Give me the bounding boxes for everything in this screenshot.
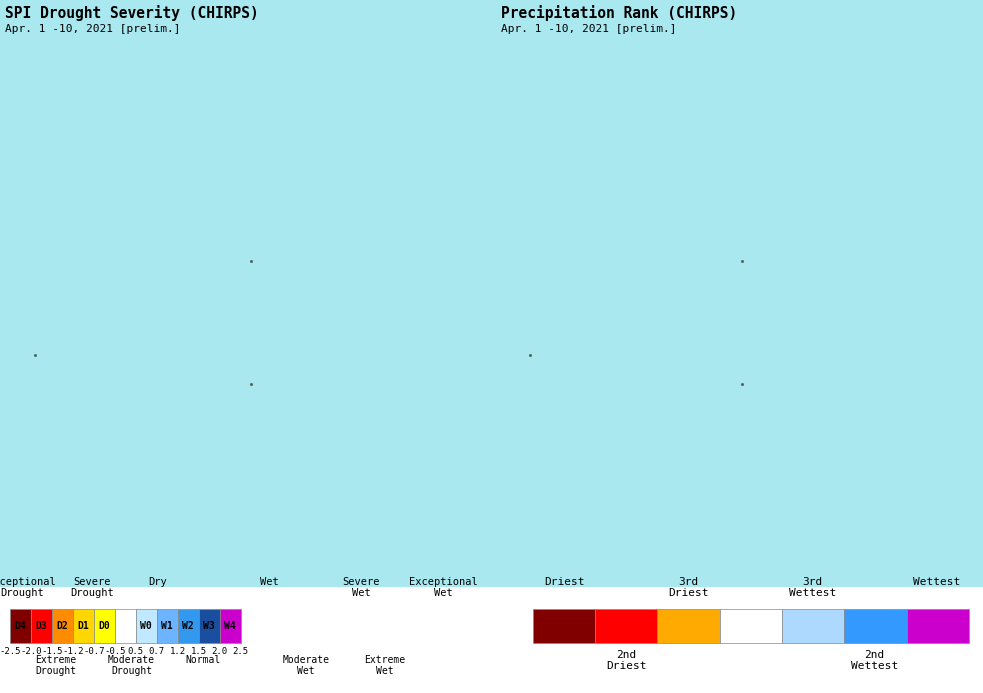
Bar bbox=[220, 609, 241, 642]
Bar bbox=[157, 609, 178, 642]
Bar bbox=[136, 609, 157, 642]
Text: Driest: Driest bbox=[544, 577, 584, 587]
Text: D2: D2 bbox=[56, 621, 68, 631]
Text: 3rd
Wettest: 3rd Wettest bbox=[788, 577, 836, 598]
Text: -2.5: -2.5 bbox=[0, 647, 21, 656]
Text: Wet: Wet bbox=[260, 577, 278, 587]
Text: -2.0: -2.0 bbox=[21, 647, 41, 656]
Bar bbox=[199, 609, 220, 642]
Text: 1.2: 1.2 bbox=[170, 647, 186, 656]
Bar bbox=[52, 609, 73, 642]
Bar bbox=[658, 609, 720, 642]
Text: Extreme
Drought: Extreme Drought bbox=[35, 655, 77, 676]
Text: D0: D0 bbox=[98, 621, 110, 631]
Text: 3rd
Driest: 3rd Driest bbox=[667, 577, 709, 598]
Text: 1.5: 1.5 bbox=[191, 647, 206, 656]
Bar bbox=[115, 609, 136, 642]
Text: 2nd
Driest: 2nd Driest bbox=[607, 650, 647, 672]
Text: Exceptional
Wet: Exceptional Wet bbox=[410, 577, 478, 598]
Bar bbox=[844, 609, 906, 642]
Bar bbox=[30, 609, 52, 642]
Text: 2nd
Wettest: 2nd Wettest bbox=[851, 650, 898, 672]
Bar bbox=[782, 609, 844, 642]
Text: W1: W1 bbox=[161, 621, 173, 631]
Bar bbox=[73, 609, 93, 642]
Bar bbox=[93, 609, 115, 642]
Text: 0.7: 0.7 bbox=[148, 647, 165, 656]
Text: SPI Drought Severity (CHIRPS): SPI Drought Severity (CHIRPS) bbox=[5, 5, 259, 21]
Bar bbox=[0, 573, 496, 588]
Text: Precipitation Rank (CHIRPS): Precipitation Rank (CHIRPS) bbox=[501, 5, 737, 21]
Text: Extreme
Wet: Extreme Wet bbox=[364, 655, 405, 676]
Text: W0: W0 bbox=[141, 621, 152, 631]
Text: Apr. 1 -10, 2021 [prelim.]: Apr. 1 -10, 2021 [prelim.] bbox=[5, 24, 181, 34]
Bar bbox=[533, 609, 595, 642]
Text: W4: W4 bbox=[224, 621, 236, 631]
Text: Normal: Normal bbox=[185, 655, 220, 665]
Text: -0.5: -0.5 bbox=[104, 647, 126, 656]
Text: Severe
Wet: Severe Wet bbox=[343, 577, 380, 598]
Text: Exceptional
Drought: Exceptional Drought bbox=[0, 577, 56, 598]
Text: W3: W3 bbox=[203, 621, 215, 631]
Text: Moderate
Wet: Moderate Wet bbox=[282, 655, 329, 676]
Bar bbox=[496, 573, 983, 588]
Text: D1: D1 bbox=[78, 621, 89, 631]
Text: Dry: Dry bbox=[148, 577, 167, 587]
Bar bbox=[720, 609, 782, 642]
Text: 2.0: 2.0 bbox=[211, 647, 228, 656]
Text: -1.2: -1.2 bbox=[62, 647, 84, 656]
Text: -1.5: -1.5 bbox=[41, 647, 63, 656]
Text: 2.5: 2.5 bbox=[233, 647, 249, 656]
Text: -0.7: -0.7 bbox=[84, 647, 104, 656]
Text: Apr. 1 -10, 2021 [prelim.]: Apr. 1 -10, 2021 [prelim.] bbox=[501, 24, 676, 34]
Text: Wettest: Wettest bbox=[912, 577, 960, 587]
Bar bbox=[595, 609, 658, 642]
Bar bbox=[906, 609, 969, 642]
Bar bbox=[178, 609, 199, 642]
Text: D4: D4 bbox=[15, 621, 27, 631]
Bar bbox=[10, 609, 30, 642]
Text: Moderate
Drought: Moderate Drought bbox=[108, 655, 155, 676]
Text: D3: D3 bbox=[35, 621, 47, 631]
Text: 0.5: 0.5 bbox=[128, 647, 144, 656]
Text: W2: W2 bbox=[183, 621, 195, 631]
Text: Severe
Drought: Severe Drought bbox=[70, 577, 114, 598]
